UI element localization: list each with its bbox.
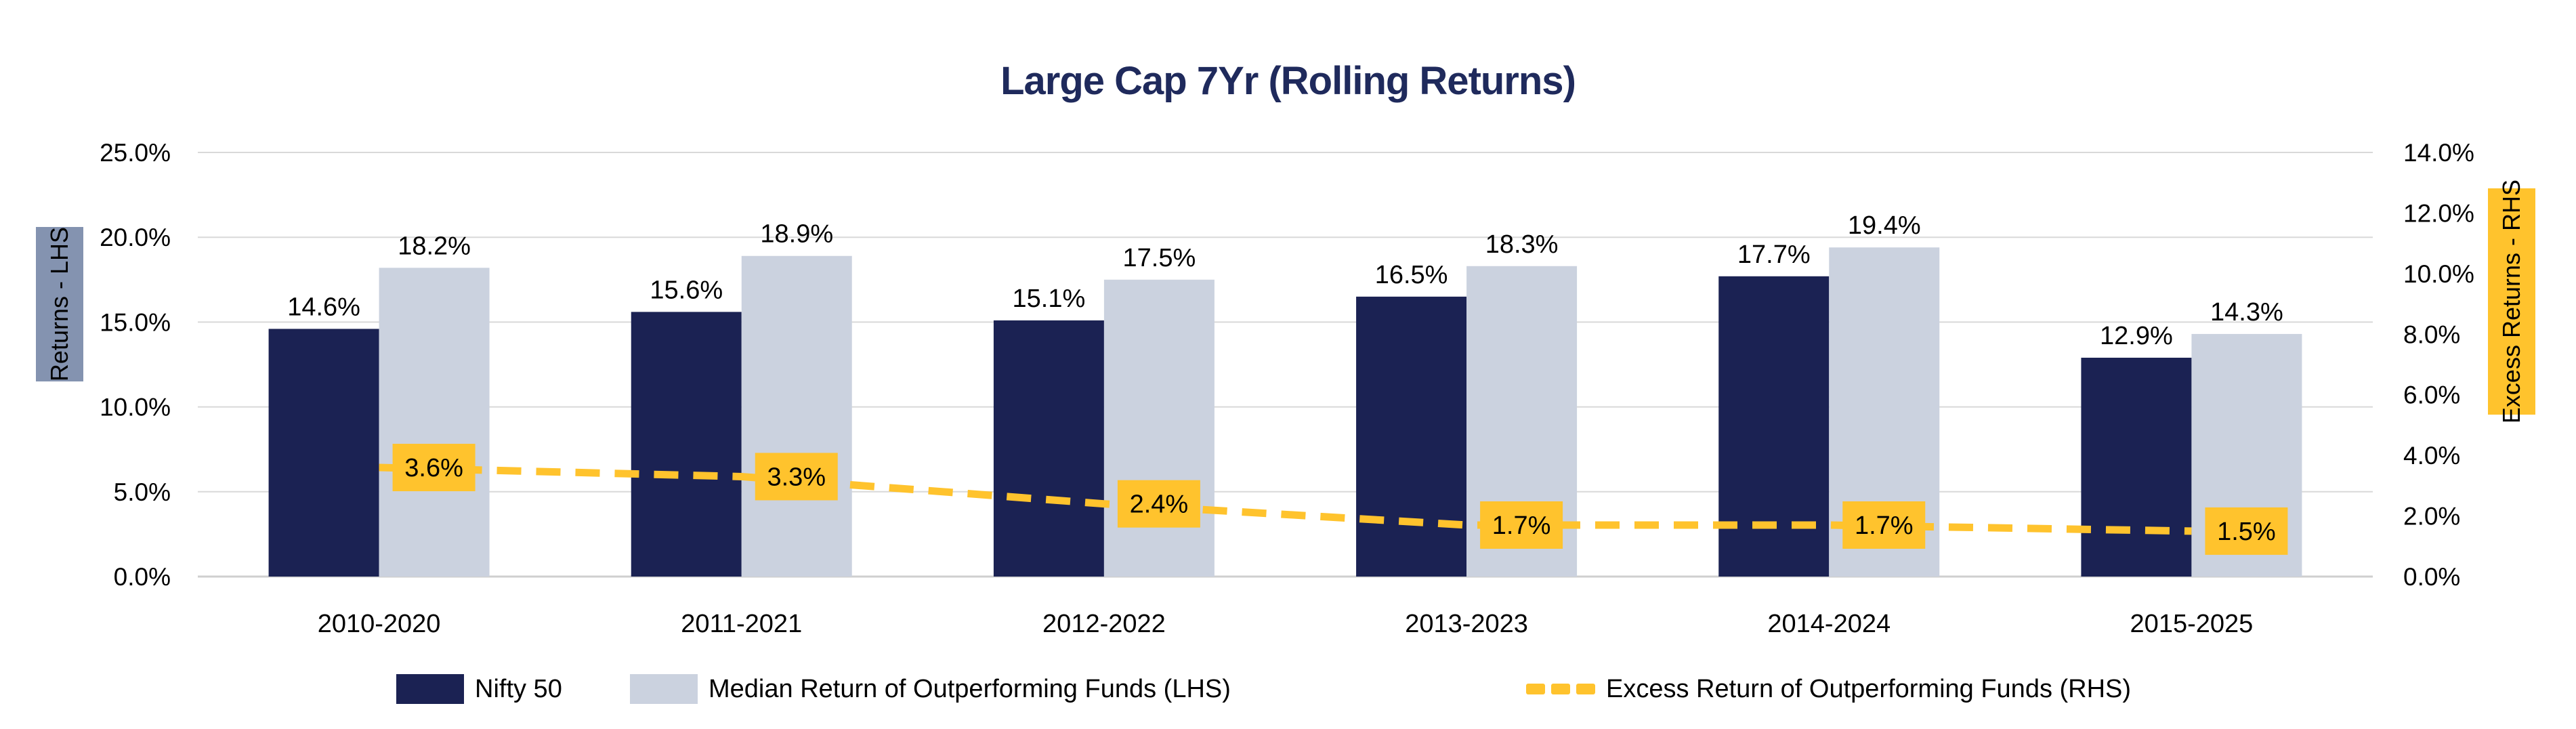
bar-value-label: 15.6% xyxy=(650,276,723,304)
legend-label: Median Return of Outperforming Funds (LH… xyxy=(709,674,1231,703)
excess-return-label-box xyxy=(1480,501,1563,549)
bar-value-label: 19.4% xyxy=(1848,211,1921,240)
excess-return-label-box xyxy=(2205,507,2288,555)
x-axis-label: 2013-2023 xyxy=(1405,610,1528,638)
right-axis-tick: 4.0% xyxy=(2403,442,2460,470)
bar-value-label: 17.7% xyxy=(1737,241,1811,269)
bar-value-label: 12.9% xyxy=(2100,322,2173,350)
right-axis-tick: 6.0% xyxy=(2403,381,2460,409)
right-axis-tick: 2.0% xyxy=(2403,503,2460,530)
bar-median-return xyxy=(1103,279,1215,577)
bar-nifty-50 xyxy=(2081,357,2192,577)
chart-title: Large Cap 7Yr (Rolling Returns) xyxy=(1000,59,1576,103)
legend-item-median-return: Median Return of Outperforming Funds (LH… xyxy=(630,673,1231,705)
excess-return-label: 1.5% xyxy=(2217,518,2276,546)
bar-nifty-50 xyxy=(1718,276,1830,577)
legend-label: Nifty 50 xyxy=(475,674,562,703)
bar-value-label: 18.2% xyxy=(398,232,471,260)
excess-return-label: 1.7% xyxy=(1492,512,1551,540)
left-axis-tick: 20.0% xyxy=(100,224,171,251)
x-axis-label: 2012-2022 xyxy=(1042,610,1166,638)
excess-return-label-box xyxy=(1842,501,1926,549)
nifty-50-swatch-icon xyxy=(396,674,464,704)
excess-return-label-box xyxy=(392,444,476,492)
left-axis-tick: 10.0% xyxy=(100,394,171,421)
excess-return-label-box xyxy=(1117,480,1200,528)
bar-value-label: 16.5% xyxy=(1375,261,1448,289)
right-axis-tick: 8.0% xyxy=(2403,320,2460,348)
x-axis-label: 2014-2024 xyxy=(1767,610,1891,638)
x-axis-label: 2015-2025 xyxy=(2130,610,2254,638)
bar-value-label: 15.1% xyxy=(1013,285,1086,313)
bar-value-label: 17.5% xyxy=(1123,244,1196,272)
bar-median-return xyxy=(379,268,490,577)
x-axis-label: 2011-2021 xyxy=(681,610,802,638)
left-axis-tick: 0.0% xyxy=(114,563,171,591)
bar-nifty-50 xyxy=(631,312,742,577)
legend-item-nifty-50: Nifty 50 xyxy=(396,673,562,705)
excess-return-label: 2.4% xyxy=(1130,491,1189,519)
bar-value-label: 14.6% xyxy=(287,293,360,321)
excess-return-label: 3.3% xyxy=(767,463,826,491)
left-axis-tick: 15.0% xyxy=(100,308,171,336)
left-axis-tick: 25.0% xyxy=(100,139,171,167)
right-axis-tick: 12.0% xyxy=(2403,199,2474,227)
bar-value-label: 18.3% xyxy=(1485,230,1559,259)
excess-return-label-box xyxy=(755,453,838,501)
right-axis-tick: 14.0% xyxy=(2403,139,2474,167)
right-axis-title-box: Excess Returns - RHS xyxy=(2488,180,2535,423)
bar-median-return xyxy=(741,255,852,577)
bar-nifty-50 xyxy=(993,320,1104,577)
bar-value-label: 14.3% xyxy=(2210,298,2283,327)
left-axis-title-box: Returns - LHS xyxy=(36,227,83,381)
bar-nifty-50 xyxy=(1356,296,1467,577)
legend-label: Excess Return of Outperforming Funds (RH… xyxy=(1606,674,2132,703)
x-axis-label: 2010-2020 xyxy=(318,610,441,638)
excess-return-label: 3.6% xyxy=(404,454,463,482)
median-return-swatch-icon xyxy=(630,674,698,704)
excess-return-dash-icon xyxy=(1526,684,1595,694)
excess-return-label: 1.7% xyxy=(1855,512,1914,540)
legend-item-excess-return: Excess Return of Outperforming Funds (RH… xyxy=(1526,673,2131,705)
left-axis-tick: 5.0% xyxy=(114,478,171,506)
right-axis-tick: 0.0% xyxy=(2403,563,2460,591)
bar-value-label: 18.9% xyxy=(760,220,833,249)
right-axis-tick: 10.0% xyxy=(2403,260,2474,288)
bar-nifty-50 xyxy=(268,329,379,577)
